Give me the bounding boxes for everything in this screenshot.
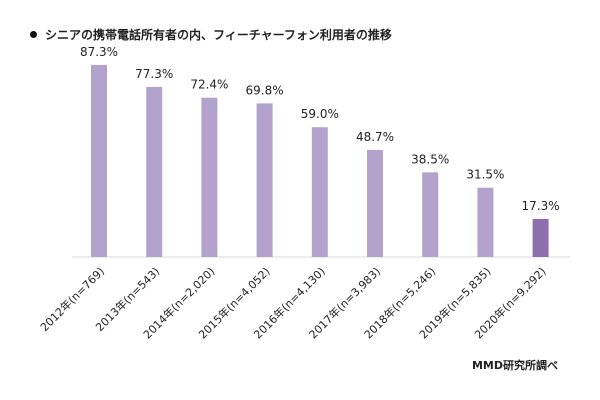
- data-label-3: 69.8%: [246, 83, 284, 97]
- bar-5: [367, 149, 383, 257]
- bar-8: [532, 218, 549, 257]
- source-note: MMD研究所調べ: [471, 359, 558, 372]
- bar-3: [256, 103, 273, 258]
- bar-1: [146, 86, 163, 258]
- data-label-1: 77.3%: [135, 67, 173, 81]
- bullet-icon: [30, 31, 37, 38]
- bar-2: [201, 97, 218, 257]
- data-label-4: 59.0%: [301, 107, 339, 121]
- data-label-8: 17.3%: [522, 199, 560, 213]
- bar-0: [91, 64, 107, 258]
- data-label-2: 72.4%: [190, 78, 228, 92]
- data-label-0: 87.3%: [80, 45, 118, 59]
- bar-7: [477, 187, 494, 257]
- data-label-5: 48.7%: [356, 130, 394, 144]
- bar-4: [311, 127, 328, 257]
- data-label-7: 31.5%: [466, 168, 504, 182]
- bar-6: [422, 172, 439, 257]
- chart-title-row: シニアの携帯電話所有者の内、フィーチャーフォン利用者の推移: [30, 26, 392, 43]
- chart-title: シニアの携帯電話所有者の内、フィーチャーフォン利用者の推移: [45, 28, 392, 42]
- data-label-6: 38.5%: [411, 152, 449, 166]
